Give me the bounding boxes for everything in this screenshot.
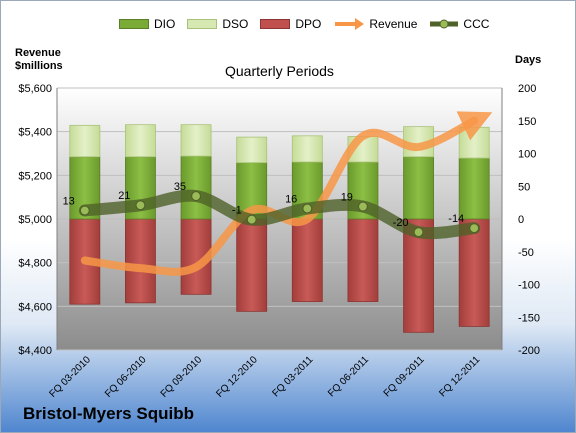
y-right-tick-label: 50 [518,181,530,193]
bar-dpo [236,218,268,312]
legend: DIO DSO DPO Revenue CCC [119,13,501,35]
y-left-tick-label: $5,000 [18,214,52,226]
legend-swatch-dio [119,19,149,29]
x-tick-label: FQ 09-2010 [159,354,205,400]
ccc-data-label: 16 [285,194,297,206]
legend-swatch-dpo [260,19,291,29]
x-tick-label: FQ 06-2011 [326,354,371,399]
legend-label-revenue: Revenue [369,17,418,31]
y-left-tick-label: $4,600 [18,301,52,313]
ccc-data-label: 13 [63,195,75,207]
y-right-tick-label: -150 [518,312,540,324]
ccc-point [302,203,313,214]
ccc-point [413,227,424,238]
y-right-tick-label: 150 [518,116,536,128]
x-tick-label: FQ 06-2010 [103,354,149,400]
bar-dpo [291,218,323,302]
y-left-tick-label: $5,200 [18,170,52,182]
legend-ccc-icon [430,19,459,29]
legend-item-revenue: Revenue [333,17,417,31]
ccc-point [79,205,90,216]
chart-title: Quarterly Periods [225,63,334,79]
chart-canvas: $4,400 $4,600 $4,800 $5,000 $5,200 $5,400 $5,6… [18,83,540,400]
bar-dso [291,135,323,163]
y-left-tick-label: $4,400 [18,345,52,357]
bar-dso [69,124,101,158]
ccc-data-label: -1 [232,205,242,217]
y-right-tick-label: 200 [518,83,536,95]
x-tick-label: FQ 03-2010 [47,354,93,400]
bar-dso [180,124,212,157]
ccc-point [469,223,480,234]
ccc-data-label: 35 [174,181,186,193]
ccc-data-label: -14 [448,213,464,225]
bar-dso [236,136,268,164]
ccc-point [246,214,257,225]
legend-arrow-icon [335,18,365,30]
ccc-point [190,190,202,202]
x-tick-label: FQ 12-2011 [437,354,482,399]
legend-item-dpo: DPO [260,17,321,31]
bar-dio [403,156,434,220]
company-name: Bristol-Myers Squibb [23,404,194,423]
bar-dio [180,155,212,220]
legend-item-dso: DSO [187,17,248,31]
bar-dpo [347,218,379,302]
ccc-data-label: 19 [341,192,353,204]
legend-label-dpo: DPO [295,17,322,31]
x-tick-label: FQ 03-2011 [270,354,315,399]
bar-dso [458,126,490,159]
y-left-tick-label: $5,400 [18,127,52,139]
ccc-point [357,201,369,212]
bar-dpo [125,218,156,304]
legend-label-dio: DIO [154,17,176,31]
ccc-point [135,200,146,211]
bar-dio [458,157,490,220]
bar-dso [125,124,156,158]
legend-item-dio: DIO [119,17,175,31]
y-left-tick-label: $4,800 [18,258,52,270]
y-right-tick-label: -100 [518,280,540,292]
y-right-tick-label: 0 [518,214,524,226]
y-right-label: Days [515,54,542,66]
legend-item-ccc: CCC [429,17,489,31]
legend-swatch-dso [187,19,218,29]
legend-label-dso: DSO [222,17,249,31]
y-left-label: Revenue $millions [15,47,63,72]
legend-label-ccc: CCC [463,17,490,31]
y-right-tick-label: 100 [518,149,536,161]
y-right-tick-label: -200 [518,345,540,357]
y-left-tick-label: $5,600 [18,83,52,95]
ccc-data-label: 21 [118,190,130,202]
x-tick-label: FQ 12-2010 [214,354,260,400]
y-right-tick-label: -50 [518,247,534,259]
x-tick-label: FQ 09-2011 [382,354,427,399]
ccc-data-label: -20 [393,217,409,229]
